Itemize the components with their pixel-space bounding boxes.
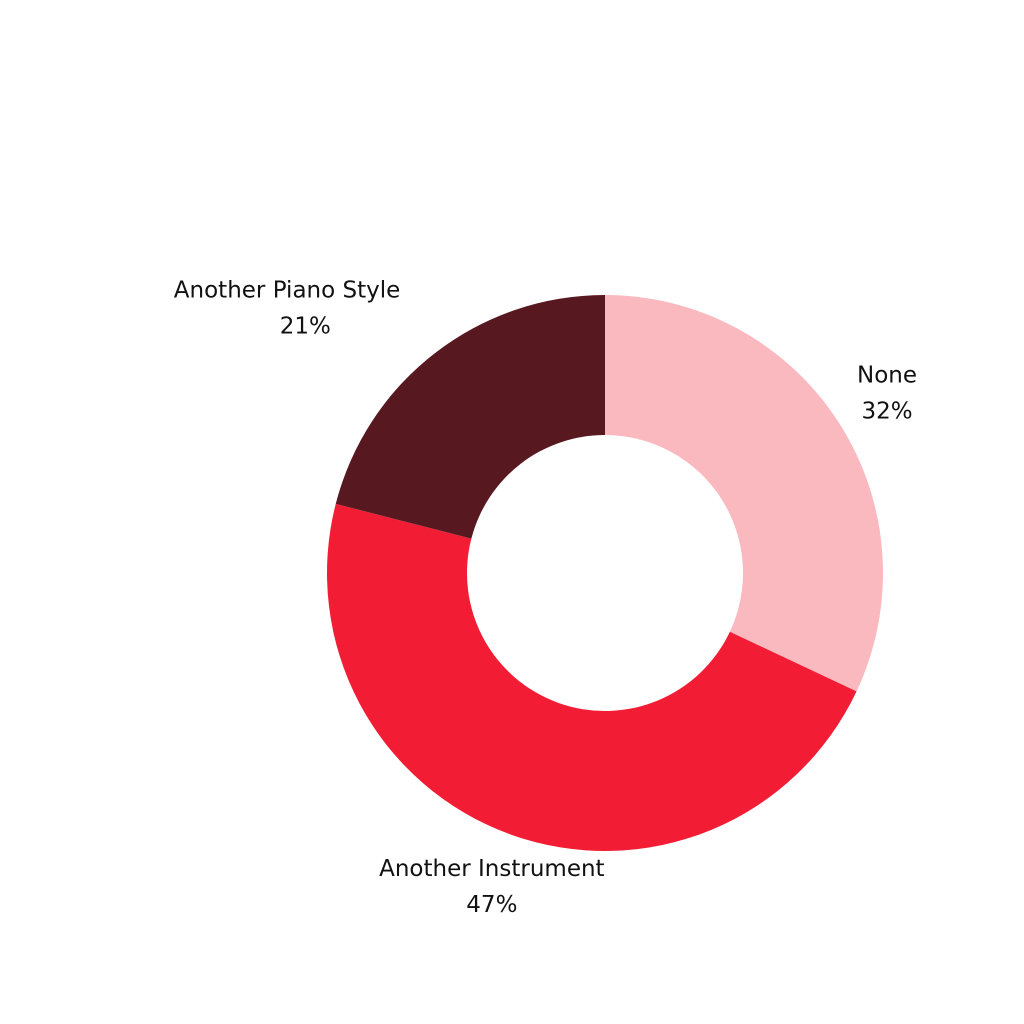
donut-slice xyxy=(605,295,884,692)
donut-slice xyxy=(335,295,605,539)
slice-value-label: 21% xyxy=(280,314,331,340)
slice-label: None xyxy=(857,363,917,389)
slice-label: Another Piano Style xyxy=(174,278,400,304)
slice-value-label: 47% xyxy=(466,892,517,918)
slice-value-label: 32% xyxy=(861,399,912,425)
slice-label: Another Instrument xyxy=(379,856,604,882)
donut-slice xyxy=(326,503,857,852)
